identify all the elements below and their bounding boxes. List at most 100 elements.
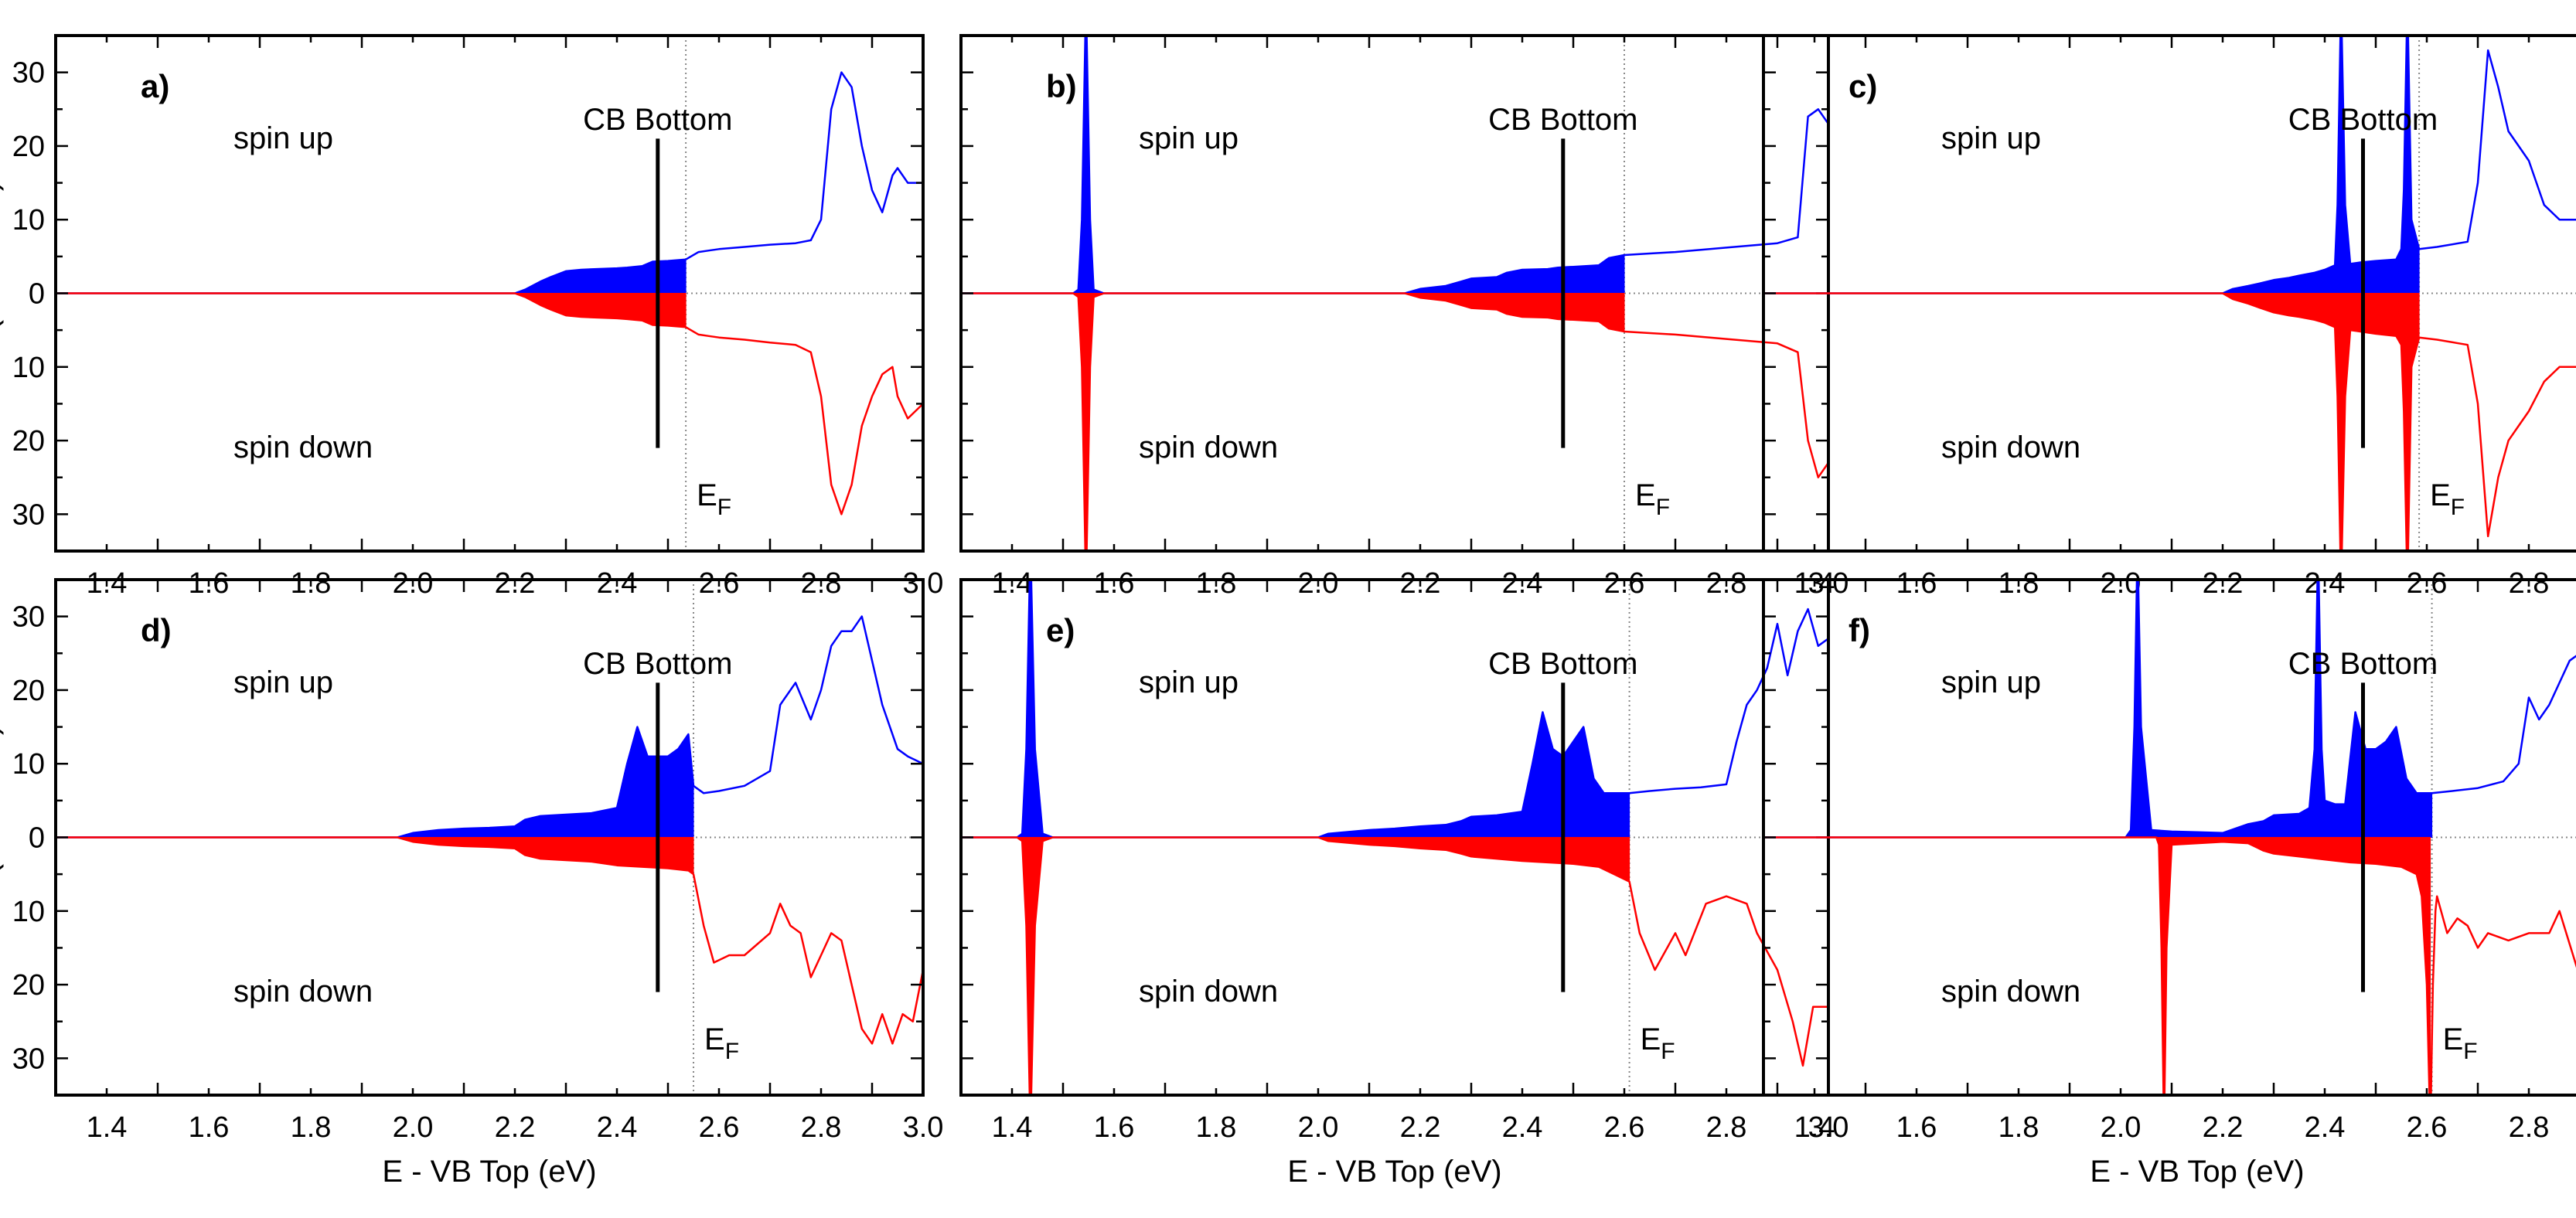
spin-down-label: spin down <box>233 430 373 464</box>
x-tick-label: 1.6 <box>1094 1111 1135 1144</box>
x-tick-label: 2.8 <box>801 1111 842 1144</box>
panels-group: 1.4 1.6 1.8 2.0 2.2 2.4 2.6 2.8 3.0 30 20 10 0 10 20 30… <box>0 34 2576 1189</box>
cb-bottom-label: CB Bottom <box>583 647 732 681</box>
panel-f: 1.4 1.6 1.8 2.0 2.2 2.4 2.6 2.8 3.0 E - VB Top (e… <box>1762 578 2576 1189</box>
fermi-level-label: EF <box>2443 1022 2478 1064</box>
x-tick-label: 2.8 <box>2509 1111 2550 1144</box>
y-tick-label: 30 <box>12 57 45 90</box>
x-tick-label: 1.6 <box>1896 1111 1937 1144</box>
panel-label: d) <box>141 612 172 648</box>
spin-up-dos-line <box>961 36 1828 294</box>
x-axis-title: E - VB Top (eV) <box>2090 1155 2304 1189</box>
spin-down-occupied-fill <box>1763 293 2420 551</box>
spin-down-occupied-fill <box>961 837 1630 1095</box>
spin-up-dos-line <box>56 615 923 839</box>
spin-up-occupied-fill <box>1763 36 2420 294</box>
spin-down-dos-line <box>1763 836 2576 1095</box>
spin-down-occupied-fill <box>1763 837 2431 1095</box>
plot-area <box>56 615 923 1045</box>
y-tick-label: 10 <box>12 896 45 928</box>
panel-label: b) <box>1046 68 1077 104</box>
spin-down-occupied-fill <box>56 293 687 328</box>
spin-down-label: spin down <box>1941 430 2080 464</box>
spin-down-label: spin down <box>1941 975 2080 1009</box>
panel-label: c) <box>1849 68 1877 104</box>
spin-down-label: spin down <box>233 975 373 1009</box>
x-axis-title: E - VB Top (eV) <box>1287 1155 1501 1189</box>
spin-down-label: spin down <box>1139 975 1278 1009</box>
x-tick-label: 2.0 <box>1298 1111 1339 1144</box>
y-tick-label: 20 <box>12 675 45 707</box>
cb-bottom-label: CB Bottom <box>1488 103 1637 137</box>
spin-down-occupied-fill <box>961 293 1625 551</box>
y-tick-label: 0 <box>29 278 45 311</box>
x-tick-label: 2.6 <box>699 1111 740 1144</box>
spin-up-occupied-fill <box>56 725 694 838</box>
x-tick-label: 2.0 <box>2101 1111 2142 1144</box>
plot-area <box>1763 36 2576 551</box>
x-tick-label: 1.8 <box>1998 1111 2039 1144</box>
spin-up-label: spin up <box>1941 665 2041 699</box>
spin-up-occupied-fill <box>961 36 1625 294</box>
x-tick-label: 1.4 <box>1794 1111 1835 1144</box>
plot-area <box>56 71 923 515</box>
plot-area <box>961 36 1828 551</box>
spin-up-dos-line <box>1763 580 2576 839</box>
y-tick-label: 30 <box>12 601 45 634</box>
spin-up-label: spin up <box>233 121 333 155</box>
spin-up-occupied-fill <box>56 259 687 294</box>
spin-down-dos-line <box>56 836 923 1045</box>
panel-c: 1.41.61.82.02.22.42.62.83.0c)spin upspin… <box>1762 34 2576 600</box>
y-tick-label: 20 <box>12 425 45 458</box>
y-axis-title: DOS (states/eV) <box>0 181 4 406</box>
x-tick-label: 2.2 <box>2203 1111 2244 1144</box>
spin-down-dos-line <box>1763 292 2576 551</box>
x-tick-label: 2.2 <box>1400 1111 1441 1144</box>
panel-e: 1.4 1.6 1.8 2.0 2.2 2.4 2.6 2.8 3.0 E - VB Top (e… <box>959 578 1849 1189</box>
x-tick-label: 1.8 <box>1196 1111 1237 1144</box>
y-tick-label: 10 <box>12 352 45 384</box>
panel-label: a) <box>141 68 169 104</box>
fermi-level-label: EF <box>2430 478 2465 520</box>
x-tick-label: 1.4 <box>87 1111 128 1144</box>
spin-up-label: spin up <box>1941 121 2041 155</box>
fermi-level-label: EF <box>704 1022 739 1064</box>
panel-label: e) <box>1046 612 1075 648</box>
panel-b: 1.4 1.6 1.8 2.0 2.2 2.4 2.6 2.8 3.0b)spin upspin… <box>959 34 1849 600</box>
cb-bottom-label: CB Bottom <box>583 103 732 137</box>
x-tick-label: 2.4 <box>1502 1111 1543 1144</box>
spin-up-dos-line <box>1763 36 2576 294</box>
spin-up-dos-line <box>56 71 923 294</box>
spin-down-occupied-fill <box>56 837 694 876</box>
x-tick-label: 2.6 <box>1604 1111 1645 1144</box>
x-tick-label: 1.6 <box>189 1111 230 1144</box>
cb-bottom-label: CB Bottom <box>1488 647 1637 681</box>
x-tick-label: 2.2 <box>495 1111 536 1144</box>
fermi-level-label: EF <box>1635 478 1670 520</box>
y-tick-label: 20 <box>12 969 45 1002</box>
x-tick-label: 3.0 <box>903 1111 944 1144</box>
y-tick-label: 10 <box>12 748 45 781</box>
spin-up-label: spin up <box>1139 121 1239 155</box>
panel-d: 1.4 1.6 1.8 2.0 2.2 2.4 2.6 2.8 3.0 30 20 10 0 10 20 30… <box>0 578 944 1189</box>
spin-up-label: spin up <box>233 665 333 699</box>
spin-down-dos-line <box>56 292 923 515</box>
x-tick-label: 1.8 <box>291 1111 332 1144</box>
spin-up-label: spin up <box>1139 665 1239 699</box>
spin-down-label: spin down <box>1139 430 1278 464</box>
y-tick-label: 20 <box>12 131 45 163</box>
x-tick-label: 2.0 <box>393 1111 434 1144</box>
spin-up-dos-line <box>961 580 1828 839</box>
spin-down-dos-line <box>961 836 1828 1095</box>
cb-bottom-label: CB Bottom <box>2288 647 2438 681</box>
x-tick-label: 3.0 <box>1808 1111 1849 1144</box>
panel-label: f) <box>1849 612 1870 648</box>
x-tick-label: 2.4 <box>597 1111 638 1144</box>
y-tick-label: 0 <box>29 822 45 855</box>
y-tick-label: 30 <box>12 1043 45 1075</box>
x-tick-label: 1.4 <box>992 1111 1033 1144</box>
plot-area <box>961 580 1828 1095</box>
spin-down-dos-line <box>961 292 1828 551</box>
cb-bottom-label: CB Bottom <box>2288 103 2438 137</box>
